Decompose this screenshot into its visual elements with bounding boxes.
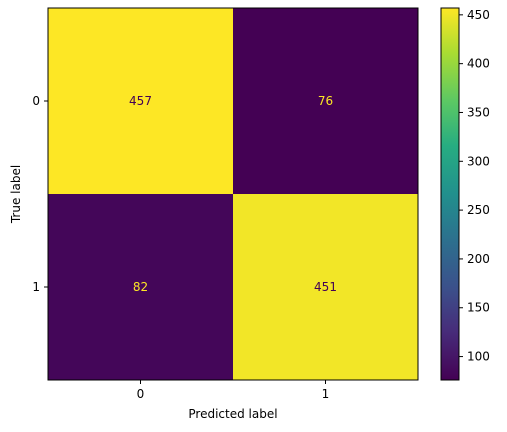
heatmap-cell <box>233 194 418 380</box>
colorbar-tick-label: 300 <box>467 154 490 168</box>
colorbar-tick-label: 400 <box>467 57 490 71</box>
y-tick-label: 1 <box>32 280 40 294</box>
y-axis: 01 <box>32 94 48 294</box>
colorbar-tick-label: 350 <box>467 105 490 119</box>
colorbar-tick-label: 450 <box>467 8 490 22</box>
x-tick-label: 0 <box>137 387 145 401</box>
cell-value-label: 76 <box>318 94 333 108</box>
heatmap-cells: 457 76 82 451 <box>48 8 418 380</box>
colorbar-tick-label: 250 <box>467 203 490 217</box>
cell-value-label: 457 <box>129 94 152 108</box>
heatmap-cell <box>233 8 418 194</box>
plot-frame <box>47 7 419 381</box>
colorbar: 100 150 200 250 300 350 400 450 <box>440 7 490 381</box>
x-tick-label: 1 <box>322 387 330 401</box>
x-axis-label: Predicted label <box>188 407 277 421</box>
heatmap-cell <box>48 194 233 380</box>
heatmap-cell <box>48 8 233 194</box>
cell-value-label: 82 <box>133 280 148 294</box>
colorbar-tick-label: 200 <box>467 252 490 266</box>
colorbar-tick-label: 150 <box>467 301 490 315</box>
y-axis-label: True label <box>9 165 23 224</box>
colorbar-gradient <box>440 7 460 381</box>
cell-value-label: 451 <box>314 280 337 294</box>
y-tick-label: 0 <box>32 94 40 108</box>
colorbar-tick-label: 100 <box>467 350 490 364</box>
